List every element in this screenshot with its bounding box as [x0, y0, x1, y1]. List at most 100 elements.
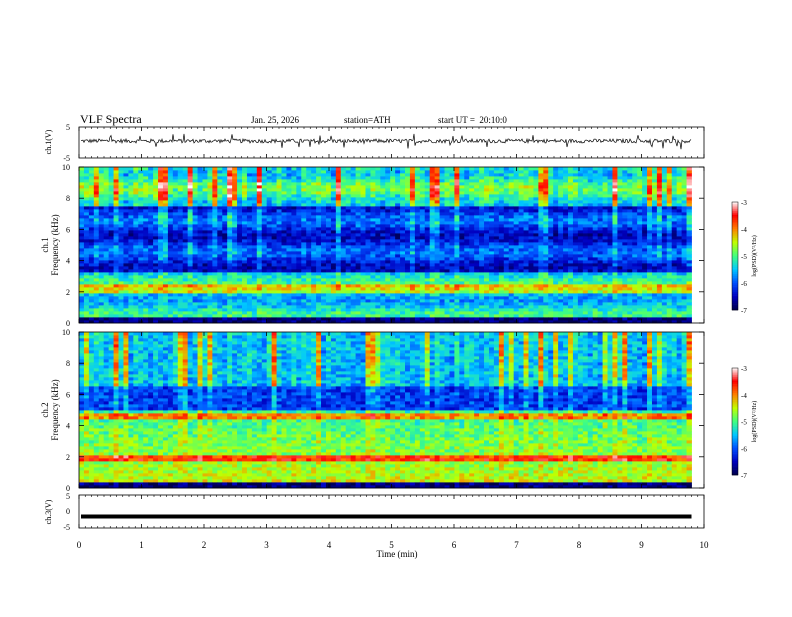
spectrogram-cell — [88, 167, 95, 171]
spectrogram-cell — [513, 188, 520, 192]
spectrogram-cell — [276, 317, 282, 321]
spectrogram-cell — [162, 236, 169, 240]
spectrogram-cell — [498, 236, 505, 240]
spectrogram-cell — [370, 272, 376, 276]
spectrogram-cell — [538, 281, 544, 285]
spectrogram-cell — [227, 299, 233, 303]
spectrogram-cell — [498, 167, 505, 171]
spectrogram-cell — [261, 254, 268, 258]
spectrogram-cell — [133, 221, 139, 225]
spectrogram-cell — [246, 287, 253, 291]
spectrogram-cell — [291, 245, 297, 249]
spectrogram-cell — [538, 302, 544, 306]
spectrogram-cell — [340, 257, 347, 261]
spectrogram-cell — [340, 284, 347, 288]
spectrogram-cell — [79, 254, 85, 258]
spectrogram-cell — [459, 266, 465, 270]
spectrogram-cell — [227, 314, 233, 318]
spectrogram-cell — [242, 248, 248, 252]
spectrogram-cell — [335, 269, 342, 273]
spectrogram-cell — [335, 308, 342, 312]
spectrogram-cell — [306, 227, 312, 231]
spectrogram-cell — [148, 299, 154, 303]
spectrogram-cell — [375, 179, 381, 183]
spectrogram-cell — [400, 167, 406, 171]
spectrogram-cell — [395, 251, 401, 255]
spectrogram-cell — [266, 275, 273, 279]
spectrogram-cell — [375, 281, 381, 285]
spectrogram-cell — [227, 212, 233, 216]
spectrogram-cell — [311, 278, 317, 282]
spectrogram-cell — [325, 314, 332, 318]
spectrogram-cell — [232, 290, 238, 294]
spectrogram-cell — [306, 272, 312, 276]
spectrogram-cell — [79, 191, 85, 195]
spectrogram-cell — [143, 227, 149, 231]
spectrogram-cell — [365, 251, 371, 255]
spectrogram-cell — [232, 170, 238, 174]
spectrogram-cell — [311, 296, 317, 300]
spectrogram-cell — [192, 248, 198, 252]
spectrogram-cell — [513, 266, 520, 270]
spectrogram-cell — [405, 242, 411, 246]
spectrogram-cell — [508, 197, 515, 201]
spectrogram-cell — [88, 224, 95, 228]
spectrogram-cell — [192, 251, 198, 255]
spectrogram-cell — [83, 215, 90, 219]
spectrogram-cell — [311, 311, 317, 315]
spectrogram-cell — [513, 221, 520, 225]
spectrogram-cell — [340, 200, 347, 204]
spectrogram-cell — [523, 197, 529, 201]
spectrogram-cell — [301, 269, 307, 273]
spectrogram-cell — [484, 236, 490, 240]
spectrogram-cell — [242, 179, 248, 183]
spectrogram-cell — [177, 290, 184, 294]
spectrogram-cell — [281, 314, 287, 318]
spectrogram-cell — [98, 260, 105, 264]
spectrogram-cell — [508, 224, 515, 228]
spectrogram-cell — [439, 260, 445, 264]
spectrogram-cell — [390, 227, 396, 231]
spectrogram-cell — [276, 278, 282, 282]
spectrogram-cell — [414, 200, 421, 204]
spectrogram-cell — [162, 317, 169, 321]
spectrogram-cell — [281, 260, 287, 264]
spectrogram-cell — [493, 278, 500, 282]
spectrogram-cell — [222, 269, 228, 273]
spectrogram-cell — [321, 167, 327, 171]
spectrogram-cell — [182, 167, 189, 171]
spectrogram-cell — [123, 173, 129, 177]
spectrogram-cell — [444, 269, 450, 273]
spectrogram-cell — [439, 278, 445, 282]
spectrogram-cell — [227, 242, 233, 246]
spectrogram-cell — [533, 302, 539, 306]
spectrogram-cell — [271, 239, 277, 243]
spectrogram-cell — [291, 248, 297, 252]
spectrogram-cell — [325, 284, 332, 288]
spectrogram-cell — [281, 236, 287, 240]
spectrogram-cell — [330, 272, 337, 276]
spectrogram-cell — [479, 185, 485, 189]
spectrogram-cell — [261, 197, 268, 201]
spectrogram-cell — [498, 269, 505, 273]
spectrogram-cell — [108, 302, 114, 306]
spectrogram-cell — [335, 287, 342, 291]
spectrogram-cell — [301, 308, 307, 312]
spectrogram-cell — [113, 260, 119, 264]
spectrogram-cell — [222, 251, 228, 255]
spectrogram-cell — [301, 230, 307, 234]
spectrogram-cell — [508, 290, 515, 294]
spectrogram-cell — [207, 275, 213, 279]
spectrogram-cell — [390, 182, 396, 186]
spectrogram-cell — [79, 230, 85, 234]
spectrogram-cell — [242, 269, 248, 273]
spectrogram-cell — [459, 308, 465, 312]
spectrogram-cell — [311, 293, 317, 297]
spectrogram-cell — [474, 239, 480, 243]
spectrogram-cell — [143, 191, 149, 195]
spectrogram-cell — [93, 257, 100, 261]
spectrogram-cell — [222, 278, 228, 282]
spectrogram-cell — [523, 242, 529, 246]
spectrogram-cell — [355, 239, 361, 243]
